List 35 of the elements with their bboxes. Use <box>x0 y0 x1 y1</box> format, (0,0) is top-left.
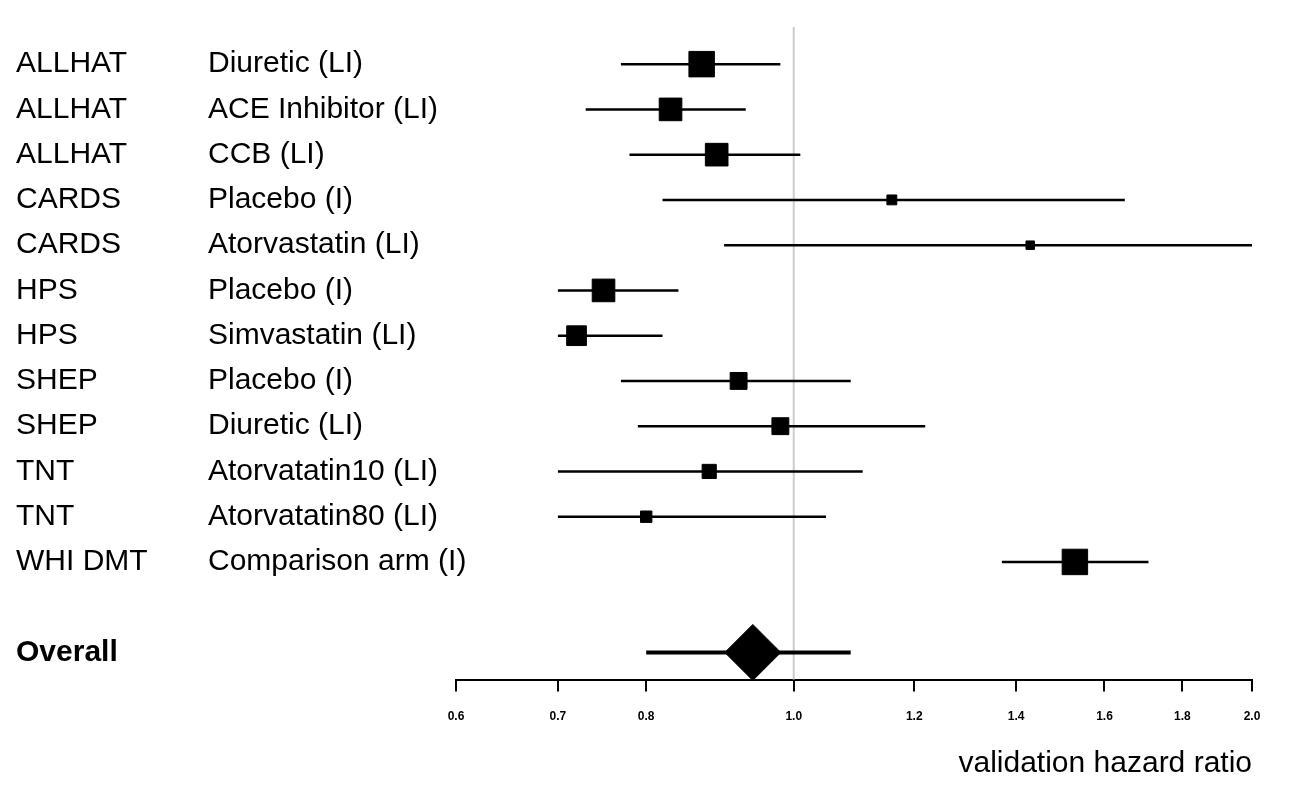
category-label: TNT <box>16 452 75 486</box>
category-label: TNT <box>16 497 75 531</box>
y-tick-label: Atorvastatin (LI) <box>208 226 420 260</box>
category-label: ALLHAT <box>16 45 128 79</box>
y-tick-label: ACE Inhibitor (LI) <box>208 90 439 124</box>
x-axis-title: validation hazard ratio <box>958 745 1252 779</box>
y-tick-label: Placebo (I) <box>208 271 354 305</box>
x-tick-label: 1.8 <box>1174 709 1192 724</box>
category-label: Overall <box>16 633 118 667</box>
category-label: WHI DMT <box>16 543 148 577</box>
x-tick-label: 1.0 <box>785 709 803 724</box>
x-tick-label: 0.7 <box>549 709 567 724</box>
y-tick-label: Simvastatin (LI) <box>208 316 417 350</box>
y-tick-label: Atorvatatin10 (LI) <box>208 452 439 486</box>
y-tick-label: Comparison arm (I) <box>208 543 467 577</box>
category-label: HPS <box>16 316 78 350</box>
category-label: SHEP <box>16 362 98 396</box>
category-label: ALLHAT <box>16 135 128 169</box>
x-tick-label: 0.6 <box>447 709 465 724</box>
x-tick-label: 0.8 <box>637 709 655 724</box>
x-tick-label: 2.0 <box>1243 709 1261 724</box>
x-tick-label: 1.4 <box>1007 709 1025 724</box>
category-label: ALLHAT <box>16 90 128 124</box>
category-label: CARDS <box>16 181 122 215</box>
category-label: HPS <box>16 271 78 305</box>
x-tick-label: 1.6 <box>1096 709 1114 724</box>
x-tick-label: 1.2 <box>905 709 923 724</box>
category-label: CARDS <box>16 226 122 260</box>
y-tick-label: Placebo (I) <box>208 181 354 215</box>
category-label: SHEP <box>16 407 98 441</box>
y-tick-label: Diuretic (LI) <box>208 45 364 79</box>
y-tick-label: Atorvatatin80 (LI) <box>208 497 439 531</box>
y-tick-label: CCB (LI) <box>208 135 325 169</box>
y-tick-label: Placebo (I) <box>208 362 354 396</box>
y-tick-label: Diuretic (LI) <box>208 407 364 441</box>
